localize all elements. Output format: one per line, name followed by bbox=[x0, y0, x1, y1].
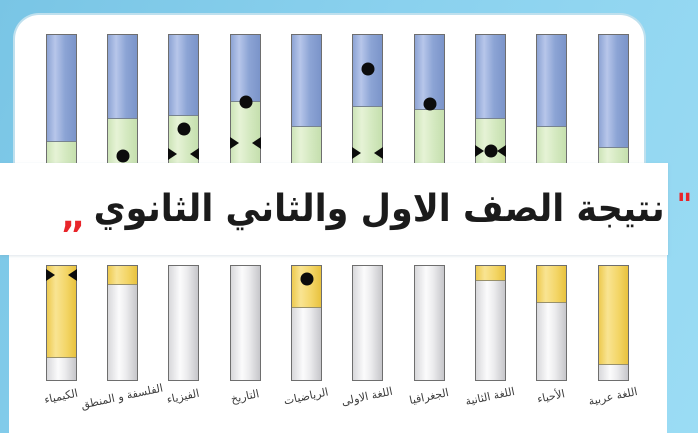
arrow-right-marker bbox=[374, 147, 383, 159]
bar-segment-green bbox=[353, 107, 382, 171]
bar-segment-gray bbox=[353, 266, 382, 380]
bar-segment-gray bbox=[599, 365, 628, 380]
thermometer-bar-bottom-9 bbox=[536, 265, 567, 381]
thermometer-bar-top-3 bbox=[168, 34, 199, 172]
thermometer-bar-bottom-6 bbox=[352, 265, 383, 381]
dot-marker bbox=[239, 95, 252, 109]
thermometer-bar-top-4 bbox=[230, 34, 261, 172]
arrow-left-marker bbox=[352, 147, 361, 159]
thermometer-bar-bottom-1 bbox=[46, 265, 77, 381]
dot-marker bbox=[177, 122, 190, 136]
thermometer-bar-bottom-3 bbox=[168, 265, 199, 381]
thermometer-bar-bottom-8 bbox=[475, 265, 506, 381]
arrow-left-marker bbox=[230, 137, 239, 149]
dot-marker bbox=[361, 62, 374, 76]
bar-segment-blue bbox=[599, 35, 628, 148]
thermometer-bar-bottom-10 bbox=[598, 265, 629, 381]
bar-segment-gray bbox=[47, 358, 76, 380]
bar-segment-blue bbox=[47, 35, 76, 142]
dot-marker bbox=[116, 149, 129, 163]
thermometer-bar-top-2 bbox=[107, 34, 138, 172]
bar-segment-yellow bbox=[537, 266, 566, 303]
bar-segment-gray bbox=[292, 308, 321, 380]
bar-segment-blue bbox=[108, 35, 137, 119]
thermometer-bar-bottom-2 bbox=[107, 265, 138, 381]
bar-segment-blue bbox=[169, 35, 198, 116]
close-quote-mark: ,, bbox=[61, 196, 85, 236]
bar-segment-yellow bbox=[476, 266, 505, 281]
bar-segment-gray bbox=[108, 285, 137, 380]
bar-segment-yellow bbox=[47, 266, 76, 358]
bar-segment-gray bbox=[476, 281, 505, 380]
bar-segment-gray bbox=[231, 266, 260, 380]
thermometer-bar-top-10 bbox=[598, 34, 629, 172]
banner-title: نتيجة الصف الاول والثاني الثانوي bbox=[93, 187, 666, 231]
thermometer-bar-bottom-7 bbox=[414, 265, 445, 381]
thermometer-bar-top-9 bbox=[536, 34, 567, 172]
bar-segment-gray bbox=[415, 266, 444, 380]
thermometer-bar-top-5 bbox=[291, 34, 322, 172]
bar-segment-yellow bbox=[599, 266, 628, 365]
bar-segment-gray bbox=[169, 266, 198, 380]
title-banner-inner: " نتيجة الصف الاول والثاني الثانوي ,, bbox=[62, 187, 693, 233]
bar-segment-blue bbox=[537, 35, 566, 127]
dot-marker bbox=[484, 144, 497, 158]
arrow-right-marker bbox=[190, 148, 199, 160]
arrow-right-marker bbox=[68, 269, 77, 281]
bar-segment-blue bbox=[231, 35, 260, 102]
thermometer-bar-top-6 bbox=[352, 34, 383, 172]
bar-segment-green bbox=[415, 110, 444, 171]
thermometer-bar-top-1 bbox=[46, 34, 77, 172]
bar-segment-blue bbox=[476, 35, 505, 119]
dot-marker bbox=[300, 272, 313, 286]
arrow-left-marker bbox=[475, 145, 484, 157]
title-banner: " نتيجة الصف الاول والثاني الثانوي ,, bbox=[0, 163, 692, 255]
bar-segment-gray bbox=[537, 303, 566, 380]
arrow-left-marker bbox=[168, 148, 177, 160]
open-quote-mark: " bbox=[676, 188, 693, 223]
bar-segment-blue bbox=[292, 35, 321, 127]
thermometer-bar-top-7 bbox=[414, 34, 445, 172]
bar-segment-green bbox=[231, 102, 260, 171]
arrow-left-marker bbox=[46, 269, 55, 281]
thermometer-bar-top-8 bbox=[475, 34, 506, 172]
thermometer-bar-bottom-4 bbox=[230, 265, 261, 381]
dot-marker bbox=[423, 97, 436, 111]
bar-segment-yellow bbox=[108, 266, 137, 285]
arrow-right-marker bbox=[497, 145, 506, 157]
thermometer-bar-bottom-5 bbox=[291, 265, 322, 381]
arrow-right-marker bbox=[252, 137, 261, 149]
